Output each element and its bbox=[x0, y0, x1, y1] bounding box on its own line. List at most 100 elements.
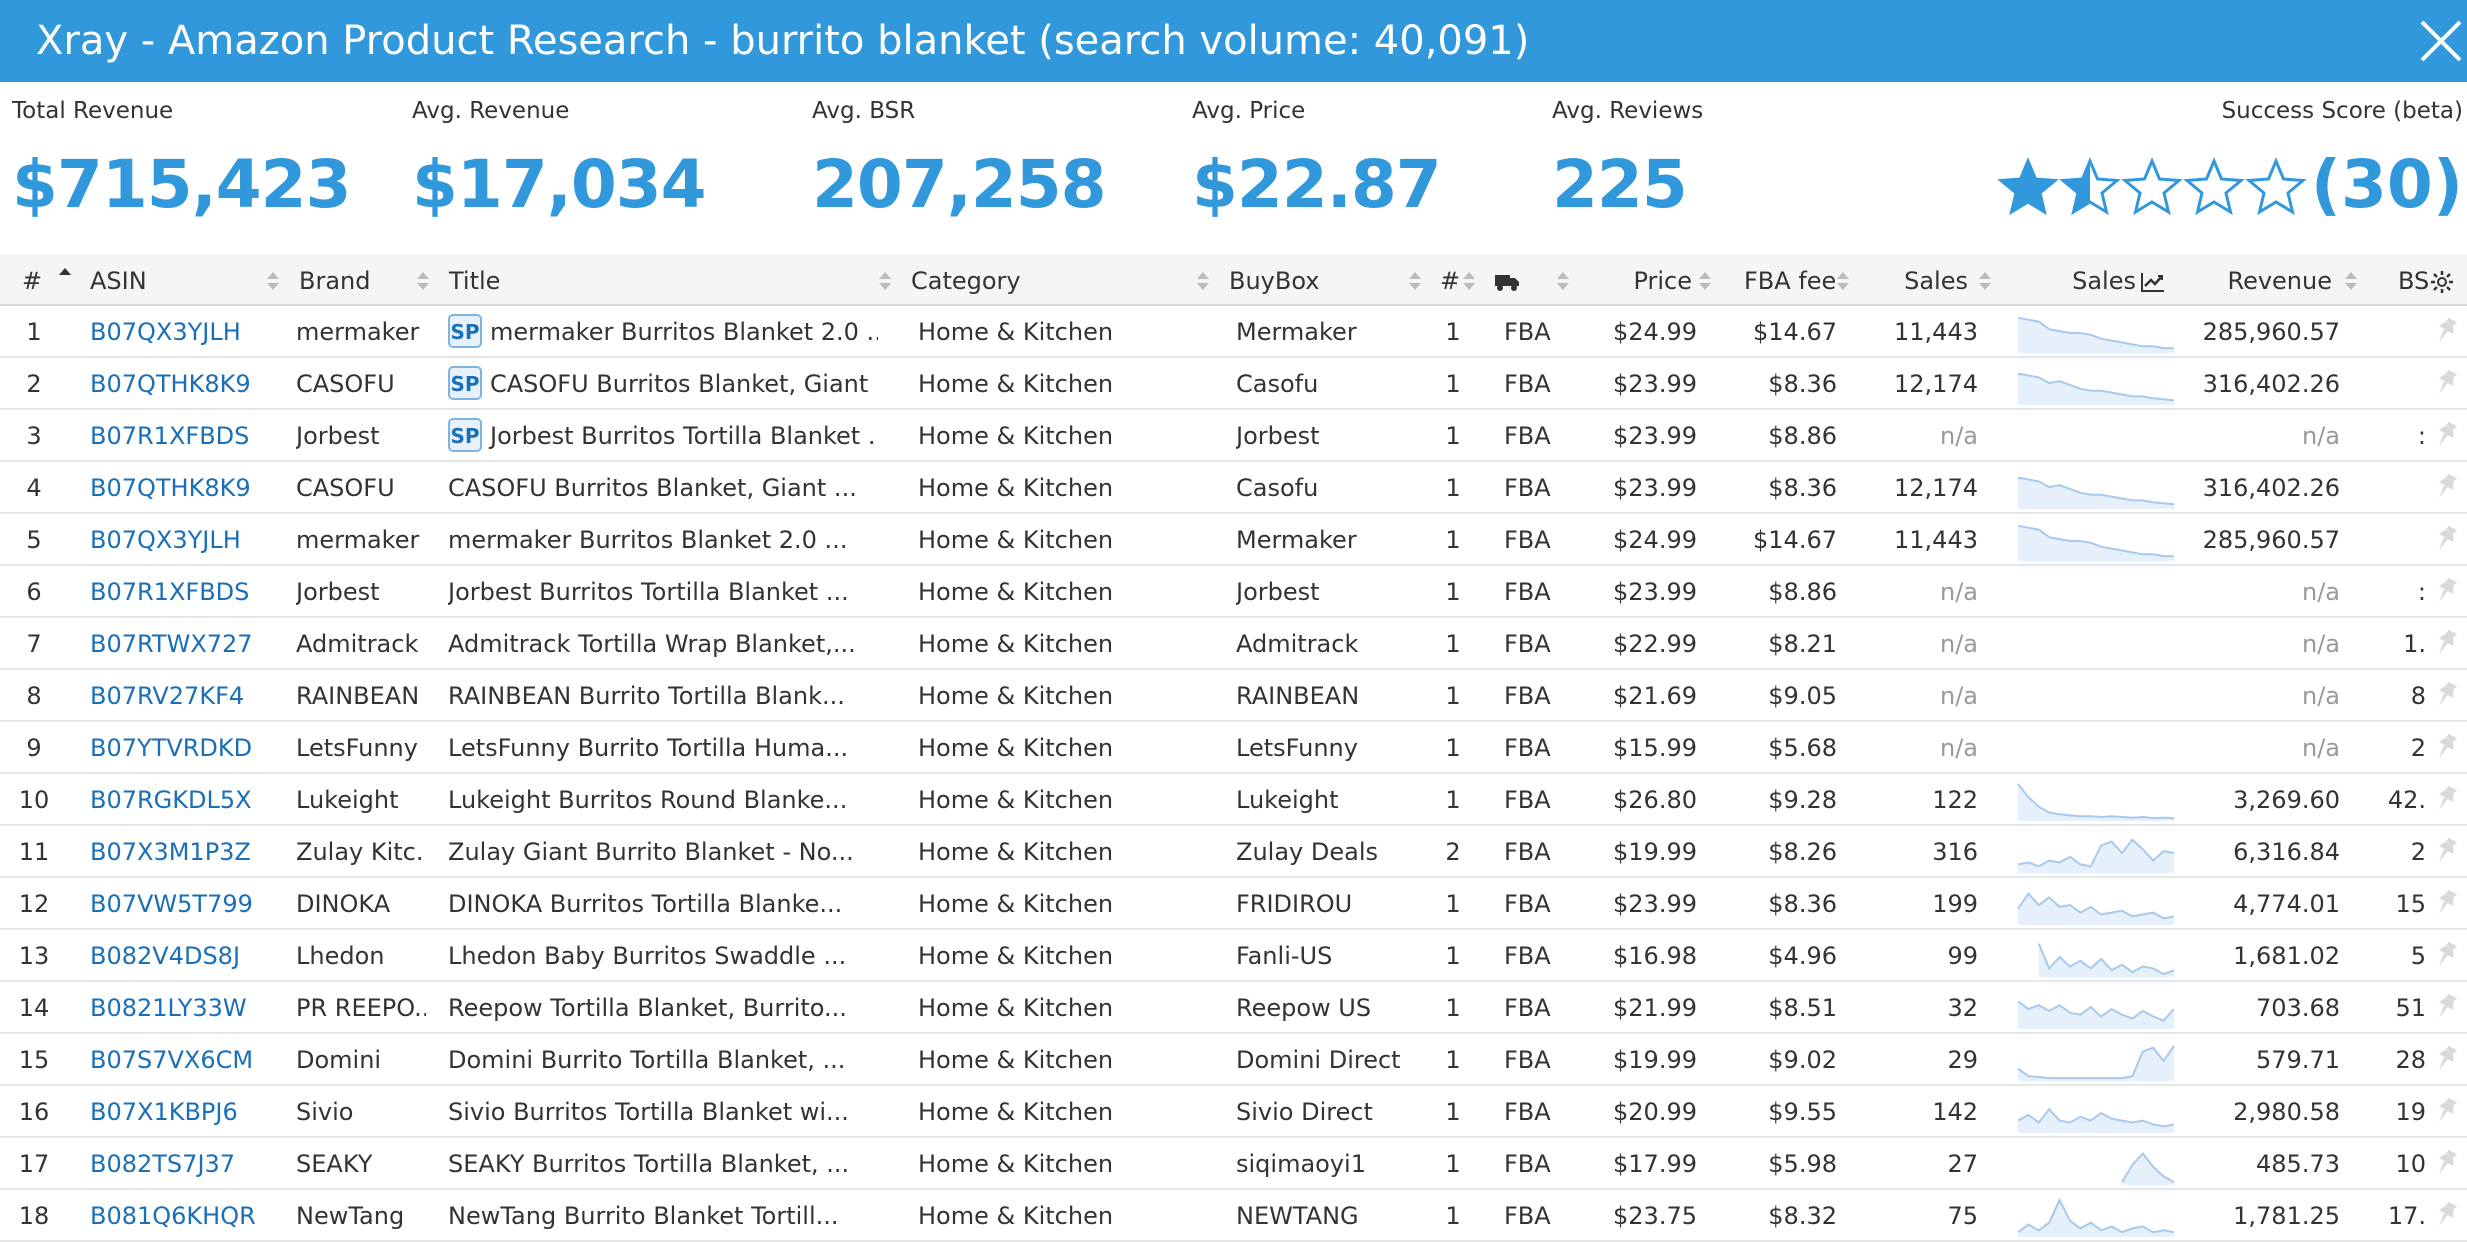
pin-icon[interactable] bbox=[2432, 940, 2460, 970]
sort-icon[interactable] bbox=[1978, 270, 1992, 292]
pin-icon[interactable] bbox=[2432, 1200, 2460, 1230]
pin-icon[interactable] bbox=[2432, 316, 2460, 346]
sort-icon[interactable] bbox=[1556, 270, 1570, 292]
pin-icon[interactable] bbox=[2432, 836, 2460, 866]
title-cell[interactable]: Lhedon Baby Burritos Swaddle ... bbox=[448, 930, 878, 982]
table-row[interactable]: 7 B07RTWX727 Admitrack Home & Kitchen Admitr… bbox=[0, 618, 2467, 670]
asin-link[interactable]: B07X1KBPJ6 bbox=[90, 1098, 238, 1126]
pin-icon[interactable] bbox=[2432, 992, 2460, 1022]
sort-icon[interactable] bbox=[2344, 270, 2358, 292]
sort-icon[interactable] bbox=[1836, 270, 1850, 292]
sort-icon[interactable] bbox=[1196, 270, 1210, 292]
col-revenue-header[interactable]: Revenue bbox=[2227, 267, 2332, 295]
pin-icon[interactable] bbox=[2432, 472, 2460, 502]
col-sales-header[interactable]: Sales bbox=[1904, 267, 1968, 295]
pin-icon[interactable] bbox=[2432, 1044, 2460, 1074]
title-cell[interactable]: SP CASOFU Burritos Blanket, Giant ... bbox=[448, 358, 878, 410]
pin-icon[interactable] bbox=[2432, 576, 2460, 606]
asin-link[interactable]: B07RGKDL5X bbox=[90, 786, 252, 814]
col-sellers-header[interactable]: # bbox=[1440, 267, 1461, 295]
table-row[interactable]: 6 B07R1XFBDS Jorbest Home & Kitchen Jorbest 1… bbox=[0, 566, 2467, 618]
pin-icon[interactable] bbox=[2432, 368, 2460, 398]
col-sales-trend-header[interactable]: Sales bbox=[2072, 267, 2136, 295]
sort-icon[interactable] bbox=[878, 270, 892, 292]
title-cell[interactable]: mermaker Burritos Blanket 2.0 ... bbox=[448, 514, 878, 566]
pin-icon[interactable] bbox=[2432, 524, 2460, 554]
col-buybox-header[interactable]: BuyBox bbox=[1229, 267, 1320, 295]
sort-icon[interactable] bbox=[266, 270, 280, 292]
truck-icon[interactable] bbox=[1494, 254, 1520, 306]
table-row[interactable]: 11 B07X3M1P3Z Zulay Kitc... Home & Kitchen Z… bbox=[0, 826, 2467, 878]
sort-asc-icon[interactable] bbox=[58, 266, 72, 288]
sort-icon[interactable] bbox=[1462, 270, 1476, 292]
pin-icon[interactable] bbox=[2432, 732, 2460, 762]
sort-icon[interactable] bbox=[1408, 270, 1422, 292]
table-row[interactable]: 10 B07RGKDL5X Lukeight Home & Kitchen Lukeig… bbox=[0, 774, 2467, 826]
title-cell[interactable]: Zulay Giant Burrito Blanket - No... bbox=[448, 826, 878, 878]
table-row[interactable]: 15 B07S7VX6CM Domini Home & Kitchen Domini D… bbox=[0, 1034, 2467, 1086]
col-title-header[interactable]: Title bbox=[449, 267, 501, 295]
col-price-header[interactable]: Price bbox=[1633, 267, 1692, 295]
asin-link[interactable]: B07QX3YJLH bbox=[90, 318, 241, 346]
col-brand-header[interactable]: Brand bbox=[299, 267, 371, 295]
table-row[interactable]: 3 B07R1XFBDS Jorbest Home & Kitchen Jorbest 1… bbox=[0, 410, 2467, 462]
table-row[interactable]: 5 B07QX3YJLH mermaker Home & Kitchen Mermake… bbox=[0, 514, 2467, 566]
title-cell[interactable]: RAINBEAN Burrito Tortilla Blank... bbox=[448, 670, 878, 722]
title-cell[interactable]: LetsFunny Burrito Tortilla Huma... bbox=[448, 722, 878, 774]
title-cell[interactable]: Sivio Burritos Tortilla Blanket wi... bbox=[448, 1086, 878, 1138]
table-row[interactable]: 2 B07QTHK8K9 CASOFU Home & Kitchen Casofu 1 FB… bbox=[0, 358, 2467, 410]
asin-link[interactable]: B07QTHK8K9 bbox=[90, 474, 251, 502]
title-cell[interactable]: SP mermaker Burritos Blanket 2.0 ... bbox=[448, 306, 878, 358]
col-fba-fee-header[interactable]: FBA fee bbox=[1744, 267, 1837, 295]
asin-link[interactable]: B081Q6KHQR bbox=[90, 1202, 256, 1230]
col-bsr-header[interactable]: BS bbox=[2398, 267, 2430, 295]
title-cell[interactable]: Lukeight Burritos Round Blanke... bbox=[448, 774, 878, 826]
asin-link[interactable]: B07RV27KF4 bbox=[90, 682, 245, 710]
asin-link[interactable]: B07X3M1P3Z bbox=[90, 838, 251, 866]
asin-link[interactable]: B07YTVRDKD bbox=[90, 734, 253, 762]
table-row[interactable]: 18 B081Q6KHQR NewTang Home & Kitchen NEWTANG… bbox=[0, 1190, 2467, 1242]
table-row[interactable]: 1 B07QX3YJLH mermaker Home & Kitchen Mermake… bbox=[0, 306, 2467, 358]
pin-icon[interactable] bbox=[2432, 1148, 2460, 1178]
table-row[interactable]: 12 B07VW5T799 DINOKA Home & Kitchen FRIDIROU… bbox=[0, 878, 2467, 930]
title-cell[interactable]: CASOFU Burritos Blanket, Giant ... bbox=[448, 462, 878, 514]
sort-icon[interactable] bbox=[1698, 270, 1712, 292]
asin-link[interactable]: B0821LY33W bbox=[90, 994, 247, 1022]
asin-link[interactable]: B07QTHK8K9 bbox=[90, 370, 251, 398]
pin-icon[interactable] bbox=[2432, 1096, 2460, 1126]
close-icon[interactable] bbox=[2418, 18, 2464, 64]
table-row[interactable]: 8 B07RV27KF4 RAINBEAN Home & Kitchen RAINBEA… bbox=[0, 670, 2467, 722]
pin-icon[interactable] bbox=[2432, 680, 2460, 710]
asin-link[interactable]: B07QX3YJLH bbox=[90, 526, 241, 554]
col-number-header[interactable]: # bbox=[22, 267, 43, 295]
pin-icon[interactable] bbox=[2432, 888, 2460, 918]
sort-icon[interactable] bbox=[416, 270, 430, 292]
table-row[interactable]: 17 B082TS7J37 SEAKY Home & Kitchen siqimaoyi… bbox=[0, 1138, 2467, 1190]
table-row[interactable]: 4 B07QTHK8K9 CASOFU Home & Kitchen Casofu 1 FB… bbox=[0, 462, 2467, 514]
title-cell[interactable]: Reepow Tortilla Blanket, Burrito... bbox=[448, 982, 878, 1034]
table-row[interactable]: 14 B0821LY33W PR REEPO... Home & Kitchen Ree… bbox=[0, 982, 2467, 1034]
pin-icon[interactable] bbox=[2432, 628, 2460, 658]
pin-icon[interactable] bbox=[2432, 420, 2460, 450]
asin-link[interactable]: B07R1XFBDS bbox=[90, 422, 250, 450]
asin-link[interactable]: B07VW5T799 bbox=[90, 890, 253, 918]
table-row[interactable]: 16 B07X1KBPJ6 Sivio Home & Kitchen Sivio Dir… bbox=[0, 1086, 2467, 1138]
asin-link[interactable]: B082V4DS8J bbox=[90, 942, 241, 970]
title-cell[interactable]: DINOKA Burritos Tortilla Blanke... bbox=[448, 878, 878, 930]
gear-icon[interactable] bbox=[2430, 254, 2454, 306]
col-asin-header[interactable]: ASIN bbox=[90, 267, 147, 295]
asin-link[interactable]: B07S7VX6CM bbox=[90, 1046, 254, 1074]
title-cell[interactable]: Domini Burrito Tortilla Blanket, ... bbox=[448, 1034, 878, 1086]
title-cell[interactable]: Jorbest Burritos Tortilla Blanket ... bbox=[448, 566, 878, 618]
table-row[interactable]: 13 B082V4DS8J Lhedon Home & Kitchen Fanli-US… bbox=[0, 930, 2467, 982]
pin-icon[interactable] bbox=[2432, 784, 2460, 814]
table-row[interactable]: 9 B07YTVRDKD LetsFunny Home & Kitchen LetsFu… bbox=[0, 722, 2467, 774]
asin-link[interactable]: B07RTWX727 bbox=[90, 630, 253, 658]
title-cell[interactable]: SP Jorbest Burritos Tortilla Blanket ... bbox=[448, 410, 878, 462]
title-cell[interactable]: SEAKY Burritos Tortilla Blanket, ... bbox=[448, 1138, 878, 1190]
title-cell[interactable]: NewTang Burrito Blanket Tortill... bbox=[448, 1190, 878, 1242]
col-category-header[interactable]: Category bbox=[911, 267, 1021, 295]
title-cell[interactable]: Admitrack Tortilla Wrap Blanket,... bbox=[448, 618, 878, 670]
asin-link[interactable]: B082TS7J37 bbox=[90, 1150, 236, 1178]
asin-link[interactable]: B07R1XFBDS bbox=[90, 578, 250, 606]
